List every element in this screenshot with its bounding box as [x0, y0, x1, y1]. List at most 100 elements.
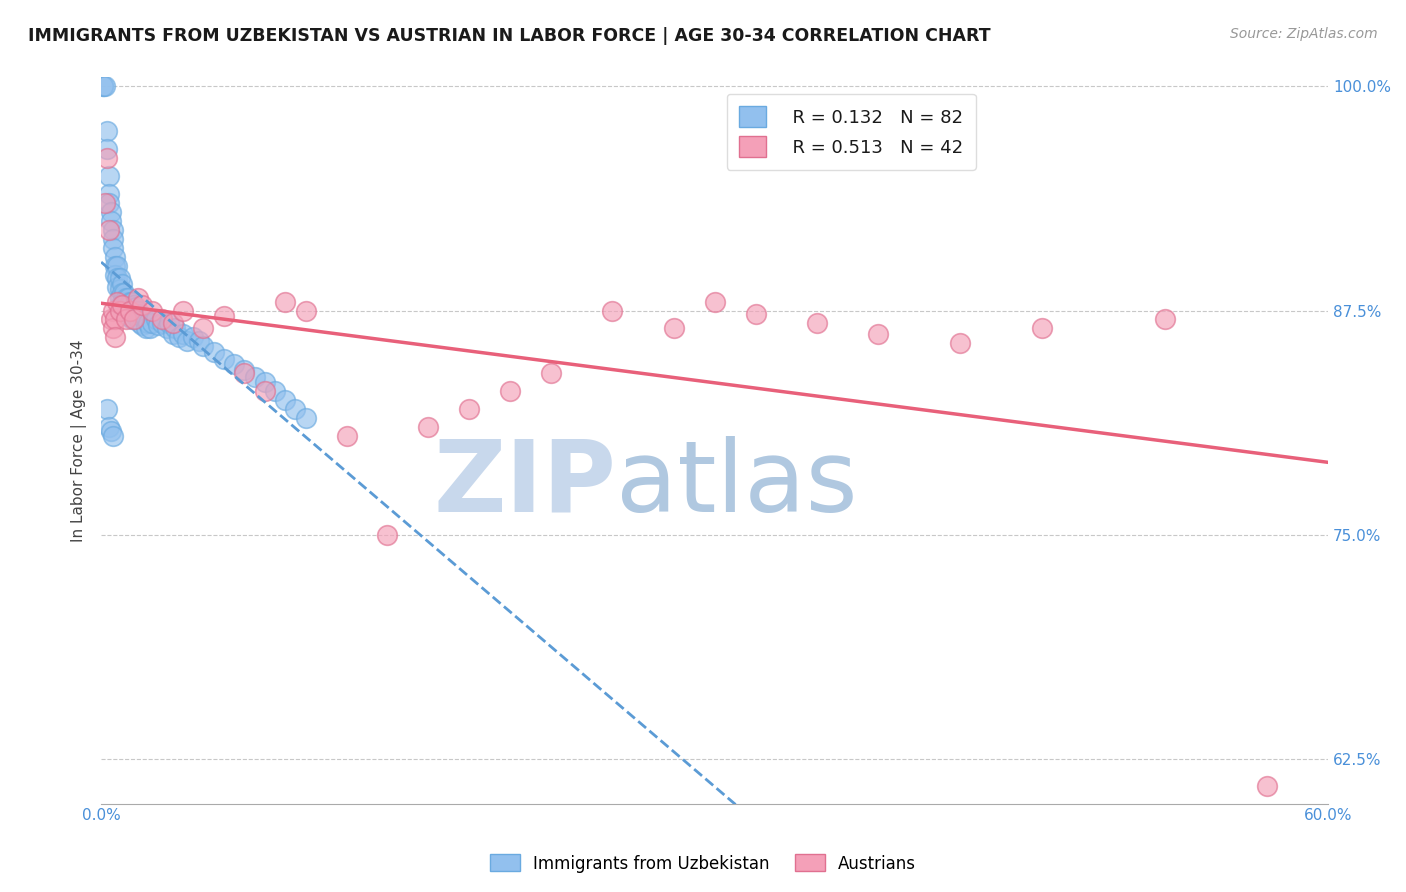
Point	[100, 312, 122, 326]
Point	[131, 298, 153, 312]
Point	[112, 294, 135, 309]
Point	[233, 366, 256, 380]
Point	[274, 294, 297, 309]
Point	[152, 316, 174, 330]
Point	[188, 334, 211, 348]
Text: IMMIGRANTS FROM UZBEKISTAN VS AUSTRIAN IN LABOR FORCE | AGE 30-34 CORRELATION CH: IMMIGRANTS FROM UZBEKISTAN VS AUSTRIAN I…	[28, 27, 991, 45]
Point	[103, 241, 125, 255]
Point	[212, 309, 235, 323]
Point	[103, 321, 125, 335]
Point	[110, 285, 132, 300]
Point	[98, 420, 121, 434]
Point	[152, 312, 174, 326]
Point	[103, 223, 125, 237]
Point	[98, 186, 121, 201]
Point	[129, 307, 152, 321]
Point	[139, 321, 162, 335]
Point	[108, 282, 131, 296]
Point	[294, 411, 316, 425]
Point	[253, 384, 276, 399]
Y-axis label: In Labor Force | Age 30-34: In Labor Force | Age 30-34	[72, 339, 87, 541]
Point	[121, 294, 143, 309]
Point	[117, 300, 139, 314]
Point	[114, 291, 136, 305]
Point	[1153, 312, 1175, 326]
Point	[132, 312, 155, 326]
Point	[127, 312, 149, 326]
Point	[110, 303, 132, 318]
Point	[112, 285, 135, 300]
Point	[103, 303, 125, 318]
Legend:   R = 0.132   N = 82,   R = 0.513   N = 42: R = 0.132 N = 82, R = 0.513 N = 42	[727, 94, 976, 169]
Point	[172, 326, 194, 341]
Point	[104, 330, 127, 344]
Point	[193, 339, 215, 353]
Point	[108, 303, 131, 318]
Point	[163, 321, 186, 335]
Point	[117, 309, 139, 323]
Point	[118, 294, 141, 309]
Point	[110, 298, 132, 312]
Point	[122, 307, 145, 321]
Point	[202, 344, 225, 359]
Point	[335, 429, 357, 443]
Point	[806, 316, 828, 330]
Point	[167, 330, 190, 344]
Point	[104, 312, 127, 326]
Point	[122, 312, 145, 326]
Point	[114, 300, 136, 314]
Point	[131, 318, 153, 332]
Point	[176, 334, 198, 348]
Point	[135, 312, 157, 326]
Point	[103, 232, 125, 246]
Point	[868, 326, 890, 341]
Point	[212, 351, 235, 366]
Point	[110, 294, 132, 309]
Point	[91, 79, 114, 94]
Point	[121, 312, 143, 326]
Point	[94, 196, 117, 211]
Point	[193, 321, 215, 335]
Point	[127, 303, 149, 318]
Point	[104, 250, 127, 264]
Point	[100, 424, 122, 438]
Point	[129, 316, 152, 330]
Point	[135, 321, 157, 335]
Text: ZIP: ZIP	[433, 435, 616, 533]
Point	[104, 268, 127, 282]
Point	[458, 402, 481, 417]
Point	[148, 318, 170, 332]
Point	[107, 294, 129, 309]
Point	[100, 214, 122, 228]
Point	[181, 330, 204, 344]
Point	[107, 280, 129, 294]
Point	[141, 303, 163, 318]
Point	[377, 527, 399, 541]
Text: atlas: atlas	[616, 435, 858, 533]
Point	[91, 79, 114, 94]
Point	[744, 307, 766, 321]
Point	[155, 321, 177, 335]
Point	[274, 393, 297, 408]
Point	[100, 205, 122, 219]
Point	[112, 303, 135, 318]
Point	[108, 271, 131, 285]
Point	[121, 303, 143, 318]
Point	[125, 309, 148, 323]
Point	[162, 326, 184, 341]
Point	[122, 298, 145, 312]
Point	[96, 151, 118, 165]
Point	[703, 294, 725, 309]
Point	[157, 316, 180, 330]
Point	[118, 303, 141, 318]
Point	[127, 291, 149, 305]
Point	[499, 384, 522, 399]
Point	[1031, 321, 1053, 335]
Point	[110, 277, 132, 291]
Point	[418, 420, 440, 434]
Point	[94, 79, 117, 94]
Point	[233, 362, 256, 376]
Point	[136, 316, 159, 330]
Point	[96, 124, 118, 138]
Point	[108, 291, 131, 305]
